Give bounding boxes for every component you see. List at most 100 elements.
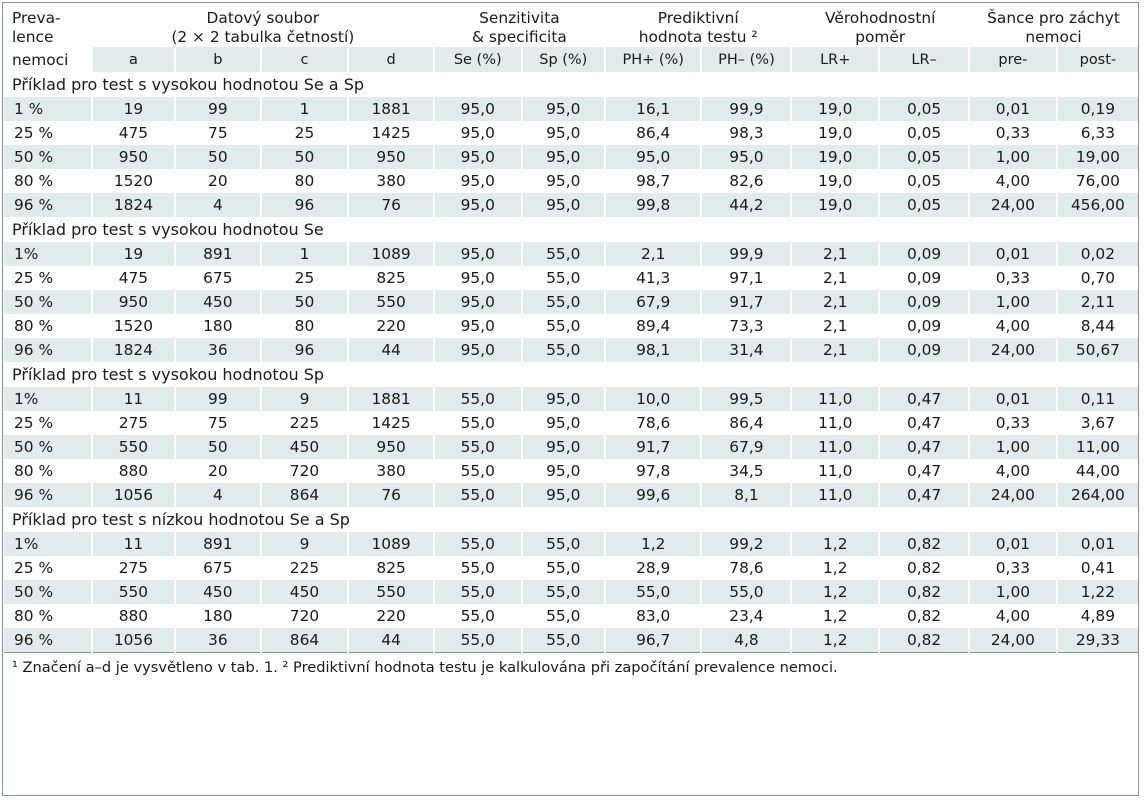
table-cell: 75 <box>174 121 261 145</box>
table-cell: 1881 <box>347 387 434 411</box>
table-cell: 55,0 <box>520 580 605 604</box>
table-cell: 220 <box>347 604 434 628</box>
table-cell: 31,4 <box>700 338 792 362</box>
cell-prevalence: 25 % <box>14 559 54 577</box>
header-row-groups: Preva- lence Datový soubor (2 × 2 tabulk… <box>4 9 1138 47</box>
table-cell: 95,0 <box>520 193 605 217</box>
table-cell: 1520 <box>90 169 176 193</box>
cell-prevalence: 80 % <box>14 172 54 190</box>
table-cell: 1,2 <box>790 580 880 604</box>
table-cell: 55,0 <box>520 604 605 628</box>
section-heading: Příklad pro test s vysokou hodnotou Sp <box>4 362 1138 387</box>
table-cell: 95,0 <box>520 121 605 145</box>
cell-prevalence: 50 % <box>4 580 92 604</box>
table-cell: 44,00 <box>1055 459 1138 483</box>
cell-prevalence: 50 % <box>4 290 92 314</box>
cell-prevalence: 25 % <box>14 414 54 432</box>
footnote: ¹ Značení a–d je vysvětleno v tab. 1. ² … <box>12 659 838 676</box>
table-row: 50 % 550 450 450 550 55,0 55,0 55,0 55,0 1,2 0,82 1… <box>4 580 1138 604</box>
table-cell: 95,0 <box>603 145 702 169</box>
table-cell: 19 <box>90 242 176 266</box>
table-cell: 55,0 <box>432 556 522 580</box>
table-cell: 2,1 <box>790 242 880 266</box>
cell-prevalence: 80 % <box>14 317 54 335</box>
table-cell: 864 <box>259 628 349 653</box>
table-cell: 95,0 <box>520 145 605 169</box>
table-row: 96 % 1824 36 96 44 95,0 55,0 98,1 31,4 2,1 0,09 24,… <box>4 338 1138 362</box>
table-cell: 475 <box>90 121 176 145</box>
table-cell: 0,82 <box>878 604 970 628</box>
table-cell: 95,0 <box>432 266 522 290</box>
table-cell: 99,9 <box>700 242 792 266</box>
table-cell: 1,2 <box>790 532 880 556</box>
table-cell: 76,00 <box>1055 169 1138 193</box>
results-table: Preva- lence Datový soubor (2 × 2 tabulk… <box>4 9 1138 682</box>
table-cell: 55,0 <box>432 628 522 653</box>
table-cell: 95,0 <box>520 483 605 507</box>
table-cell: 1,2 <box>790 628 880 653</box>
table-cell: 1824 <box>90 193 176 217</box>
cell-prevalence: 25 % <box>14 124 54 142</box>
table-row: 25 % 475 675 25 825 95,0 55,0 41,3 97,1 2,1 0,09 0,… <box>4 266 1138 290</box>
table-cell: 4,8 <box>700 628 792 653</box>
col-ph-plus: PH+ (%) <box>603 47 702 72</box>
table-cell: 0,05 <box>878 169 970 193</box>
table-cell: 55,0 <box>603 580 702 604</box>
table-cell: 1,2 <box>790 604 880 628</box>
table-cell: 55,0 <box>700 580 792 604</box>
table-cell: 1,00 <box>968 290 1057 314</box>
cell-prevalence: 96 % <box>4 193 92 217</box>
col-ph-minus: PH– (%) <box>700 47 792 72</box>
table-cell: 76 <box>347 483 434 507</box>
table-cell: 4,00 <box>968 604 1057 628</box>
table-cell: 891 <box>174 532 261 556</box>
table-cell: 55,0 <box>520 628 605 653</box>
table-row: 96 % 1824 4 96 76 95,0 95,0 99,8 44,2 19,0 0,05 24,… <box>4 193 1138 217</box>
table-cell: 880 <box>90 604 176 628</box>
table-cell: 67,9 <box>603 290 702 314</box>
table-cell: 0,09 <box>878 314 970 338</box>
table-cell: 11,0 <box>790 411 880 435</box>
table-cell: 1,00 <box>968 435 1057 459</box>
table-cell: 0,01 <box>968 387 1057 411</box>
table-cell: 380 <box>347 459 434 483</box>
table-cell: 78,6 <box>603 411 702 435</box>
table-cell: 475 <box>90 266 176 290</box>
table-cell: 1,00 <box>968 580 1057 604</box>
table-cell: 89,4 <box>603 314 702 338</box>
header-predictive: Prediktivní hodnota testu ² <box>638 9 758 46</box>
col-odds-pre: pre- <box>968 47 1057 72</box>
table-cell: 19,0 <box>790 145 880 169</box>
table-cell: 1425 <box>347 411 434 435</box>
cell-prevalence: 50 % <box>4 435 92 459</box>
table-cell: 95,0 <box>520 387 605 411</box>
table-cell: 0,47 <box>878 387 970 411</box>
table-cell: 0,33 <box>968 266 1057 290</box>
table-cell: 0,41 <box>1055 556 1138 580</box>
table-cell: 55,0 <box>432 387 522 411</box>
table-cell: 0,19 <box>1055 97 1138 121</box>
table-cell: 675 <box>174 556 261 580</box>
table-cell: 95,0 <box>432 121 522 145</box>
table-cell: 96 <box>259 338 349 362</box>
table-cell: 55,0 <box>520 338 605 362</box>
table-cell: 275 <box>90 411 176 435</box>
cell-prevalence: 25 % <box>14 269 54 287</box>
table-cell: 44 <box>347 338 434 362</box>
table-cell: 10,0 <box>603 387 702 411</box>
table-cell: 19,0 <box>790 97 880 121</box>
table-cell: 95,0 <box>432 169 522 193</box>
table-cell: 16,1 <box>603 97 702 121</box>
table-cell: 55,0 <box>520 266 605 290</box>
table-cell: 80 <box>259 314 349 338</box>
table-cell: 2,1 <box>603 242 702 266</box>
col-lr-plus: LR+ <box>790 47 880 72</box>
table-cell: 50 <box>174 435 261 459</box>
footnote-row: ¹ Značení a–d je vysvětleno v tab. 1. ² … <box>4 653 1138 683</box>
table-cell: 75 <box>174 411 261 435</box>
table-cell: 825 <box>347 556 434 580</box>
section-heading: Příklad pro test s vysokou hodnotou Se a… <box>4 72 1138 97</box>
table-cell: 99,6 <box>603 483 702 507</box>
table-cell: 80 <box>259 169 349 193</box>
table-cell: 55,0 <box>432 435 522 459</box>
